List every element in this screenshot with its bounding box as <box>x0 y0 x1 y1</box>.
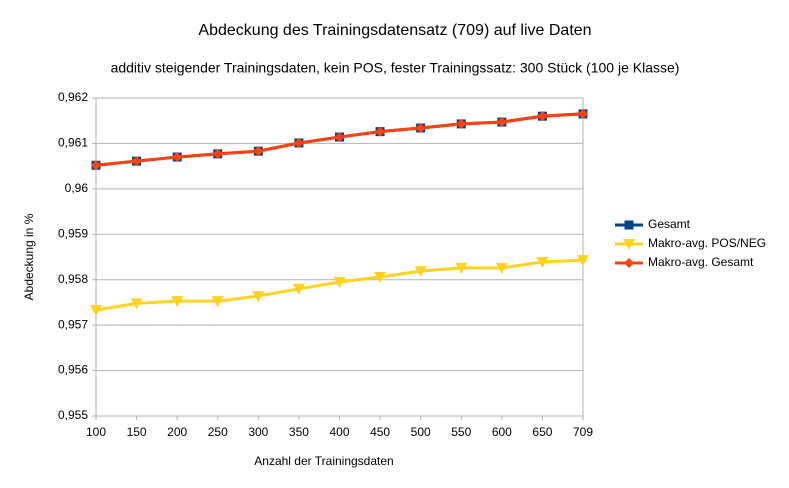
plot-frame <box>95 97 584 417</box>
data-point <box>292 283 305 295</box>
x-tick-label: 650 <box>532 425 552 439</box>
legend-marker <box>623 239 635 250</box>
legend-label: Gesamt <box>648 217 691 231</box>
y-tick-label: 0,957 <box>58 317 88 331</box>
data-point <box>172 152 183 163</box>
y-tick-label: 0,96 <box>65 181 89 195</box>
x-axis-title: Anzahl der Trainingsdaten <box>254 454 393 468</box>
data-point <box>495 262 508 274</box>
y-tick-label: 0,962 <box>58 90 88 104</box>
legend-label: Makro-avg. POS/NEG <box>648 236 766 250</box>
data-point <box>252 291 265 303</box>
y-tick-label: 0,958 <box>58 272 88 286</box>
chart-subtitle: additiv steigender Trainingsdaten, kein … <box>111 60 680 76</box>
x-tick-label: 500 <box>411 425 431 439</box>
x-tick-label: 350 <box>289 425 309 439</box>
x-tick-label: 100 <box>86 425 106 439</box>
data-point <box>253 146 264 157</box>
legend-marker <box>624 220 634 230</box>
data-point <box>90 305 102 317</box>
data-point <box>334 132 345 143</box>
data-point <box>171 296 184 308</box>
data-point <box>577 255 589 267</box>
data-point <box>333 276 346 288</box>
x-tick-label: 200 <box>167 425 187 439</box>
x-tick-label: 250 <box>208 425 228 439</box>
y-tick-label: 0,956 <box>58 363 88 377</box>
x-tick-label: 600 <box>492 425 512 439</box>
data-point <box>536 256 549 268</box>
data-point <box>415 122 426 133</box>
x-tick-label: 709 <box>573 425 593 439</box>
data-point <box>578 108 588 119</box>
data-point <box>456 118 467 129</box>
y-tick-label: 0,961 <box>58 136 88 150</box>
data-point <box>375 126 386 137</box>
x-tick-label: 550 <box>451 425 471 439</box>
legend-marker <box>624 258 634 268</box>
data-point <box>212 148 223 159</box>
x-tick-label: 400 <box>329 425 349 439</box>
y-axis-title: Abdeckung in % <box>22 213 36 300</box>
data-point <box>130 298 143 310</box>
data-point <box>537 111 548 122</box>
data-point <box>131 156 142 167</box>
y-tick-label: 0,955 <box>58 408 88 422</box>
x-tick-label: 150 <box>127 425 147 439</box>
data-point <box>91 160 101 171</box>
y-tick-label: 0,959 <box>58 226 88 240</box>
data-point <box>374 271 387 283</box>
data-point <box>455 262 468 274</box>
data-point <box>496 117 507 128</box>
legend-label: Makro-avg. Gesamt <box>648 255 754 269</box>
data-point <box>211 296 224 308</box>
x-tick-label: 300 <box>248 425 268 439</box>
data-point <box>414 266 427 278</box>
data-point <box>293 137 304 148</box>
chart-title: Abdeckung des Trainingsdatensatz (709) a… <box>198 22 591 39</box>
x-tick-label: 450 <box>370 425 390 439</box>
